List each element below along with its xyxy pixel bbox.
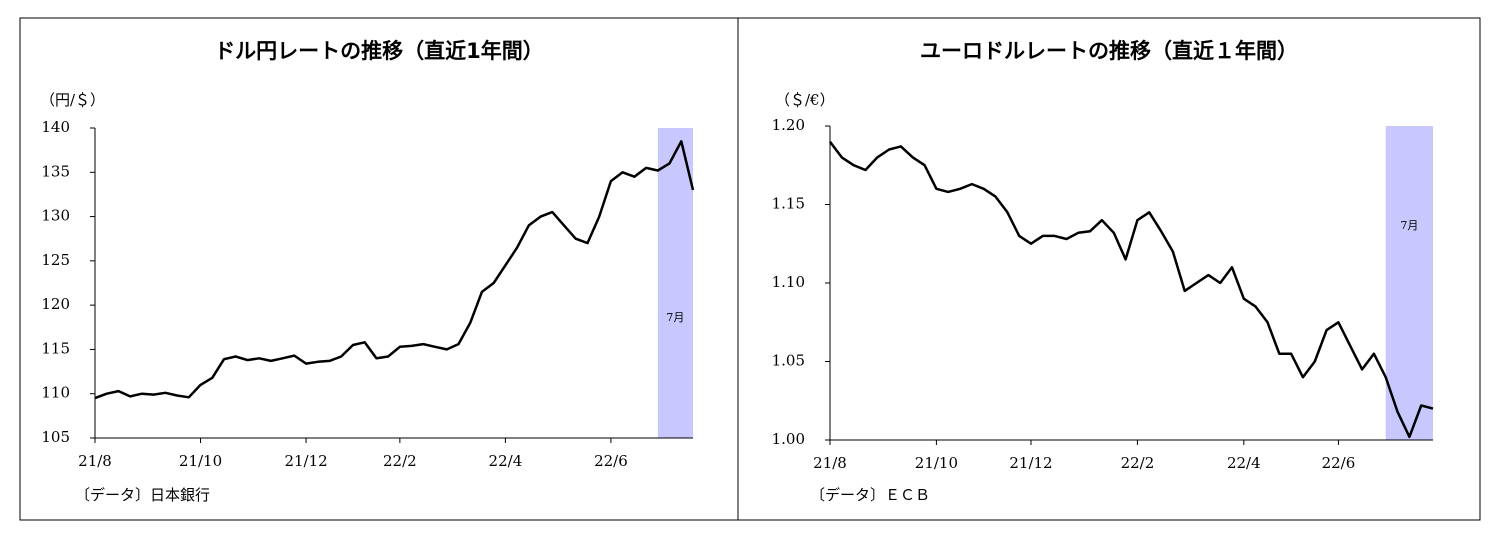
source: 〔データ〕日本銀行	[75, 486, 210, 504]
x-tick-label: 21/8	[78, 452, 112, 470]
x-tick-label: 22/2	[1121, 454, 1155, 472]
panel-border	[19, 17, 739, 521]
y-tick-label: 115	[41, 339, 70, 357]
highlight-label: 7月	[666, 311, 684, 324]
x-tick-label: 21/8	[813, 454, 847, 472]
source: 〔データ〕ＥＣＢ	[810, 486, 930, 504]
y-tick-label: 140	[41, 118, 70, 136]
x-tick-label: 22/6	[594, 452, 628, 470]
unit-label: （円/＄）	[40, 91, 105, 109]
y-tick-label: 110	[41, 384, 70, 402]
chart-title: ユーロドルレートの推移（直近１年間）	[920, 39, 1298, 63]
y-tick-label: 105	[41, 428, 70, 446]
x-tick-label: 21/12	[284, 452, 327, 470]
x-tick-label: 22/2	[383, 452, 417, 470]
y-tick-label: 120	[41, 295, 70, 313]
highlight-label: 7月	[1400, 219, 1418, 232]
highlight	[1385, 126, 1433, 440]
y-tick-label: 135	[41, 162, 70, 180]
unit-label: （＄/€）	[775, 91, 835, 109]
y-tick-label: 125	[41, 251, 70, 269]
x-tick-label: 21/10	[915, 454, 958, 472]
x-tick-label: 21/10	[179, 452, 222, 470]
x-tick-label: 22/4	[489, 452, 523, 470]
x-tick-label: 22/6	[1322, 454, 1356, 472]
y-tick-label: 1.05	[772, 352, 805, 370]
x-tick-label: 22/4	[1227, 454, 1261, 472]
y-tick-label: 130	[41, 207, 70, 225]
panel-border	[737, 17, 1481, 521]
y-tick-label: 1.15	[772, 195, 805, 213]
line	[829, 140, 1434, 439]
x-tick-label: 21/12	[1009, 454, 1052, 472]
y-tick-label: 1.10	[772, 273, 805, 291]
chart-title: ドル円レートの推移（直近1年間）	[214, 39, 544, 63]
y-tick-label: 1.20	[772, 116, 805, 134]
line	[94, 140, 695, 400]
y-tick-label: 1.00	[772, 430, 805, 448]
highlight	[657, 128, 693, 438]
